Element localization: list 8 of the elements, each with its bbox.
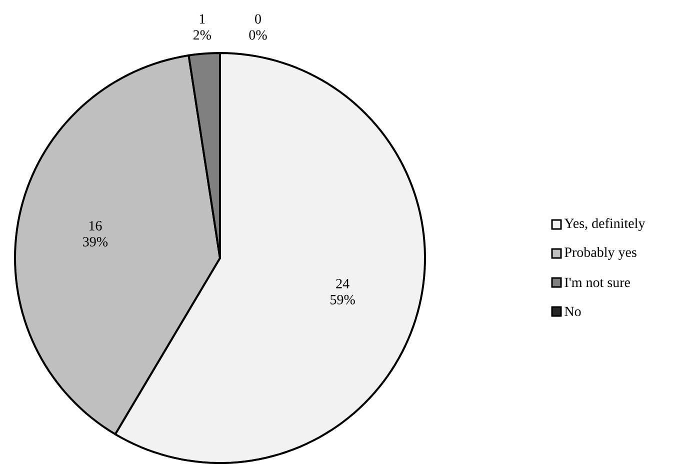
legend-label: Probably yes — [564, 247, 636, 260]
legend-label: Yes, definitely — [564, 218, 646, 231]
data-label: 24 59% — [330, 278, 355, 304]
text: 0 0% — [249, 14, 267, 40]
legend-label: No — [564, 306, 581, 316]
data-label: 16 39% — [83, 221, 108, 247]
legend-label: I'm not sure — [564, 278, 630, 288]
data-label: 1 2% — [193, 14, 212, 40]
